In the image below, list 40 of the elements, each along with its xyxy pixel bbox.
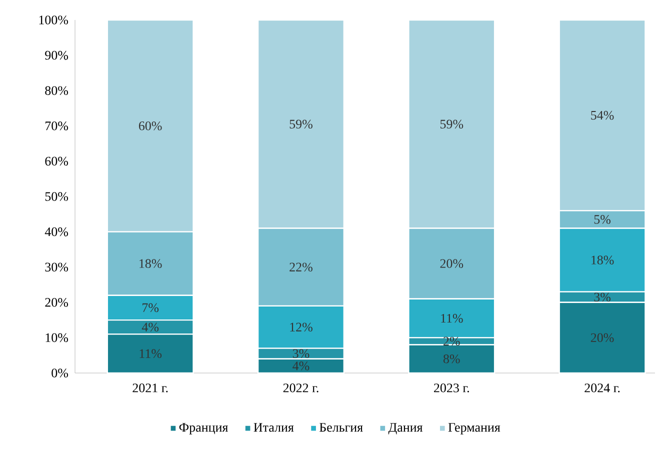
data-label: 54% [591,110,614,120]
data-label: 4% [142,322,159,332]
legend-label: Франция [179,423,228,434]
y-tick-label: 20% [45,298,68,307]
data-label: 11% [140,349,162,358]
data-label: 3% [594,292,611,302]
data-label: 60% [138,121,162,130]
y-tick-label: 70% [46,121,68,130]
y-tick-label: 30% [45,262,68,272]
x-tick-label: 2021 г. [132,384,168,392]
legend-label: Дания [388,423,423,434]
y-tick-label: 90% [45,50,68,60]
data-label: 18% [140,259,162,268]
legend-label: Италия [254,423,294,432]
data-label: 4% [292,362,310,370]
legend-label: Бельгия [320,423,363,432]
x-tick-label: 2023 г. [434,384,469,392]
data-label: 5% [594,215,611,224]
y-tick-label: 10% [46,333,68,342]
y-tick-label: 100% [39,16,68,24]
x-tick-label: 2022 г. [283,384,318,392]
x-tick-label: 2024 г. [584,384,620,392]
y-tick-label: 80% [45,86,68,96]
data-label: 59% [290,120,312,129]
y-tick-label: 0% [52,368,68,378]
data-label: 12% [290,322,312,332]
data-label: 20% [440,259,464,268]
data-label: 18% [592,256,614,264]
data-label: 8% [443,354,460,364]
data-label: 7% [142,303,159,312]
y-tick-label: 40% [44,227,68,236]
data-label: 2% [444,336,460,346]
y-tick-label: 60% [45,156,68,166]
data-label: 11% [441,314,463,323]
y-tick-label: 50% [45,192,68,201]
data-label: 22% [290,262,312,272]
data-label: 20% [590,333,614,342]
legend-label: Германия [448,423,500,434]
data-label: 59% [440,120,464,129]
data-label: 3% [292,349,310,358]
